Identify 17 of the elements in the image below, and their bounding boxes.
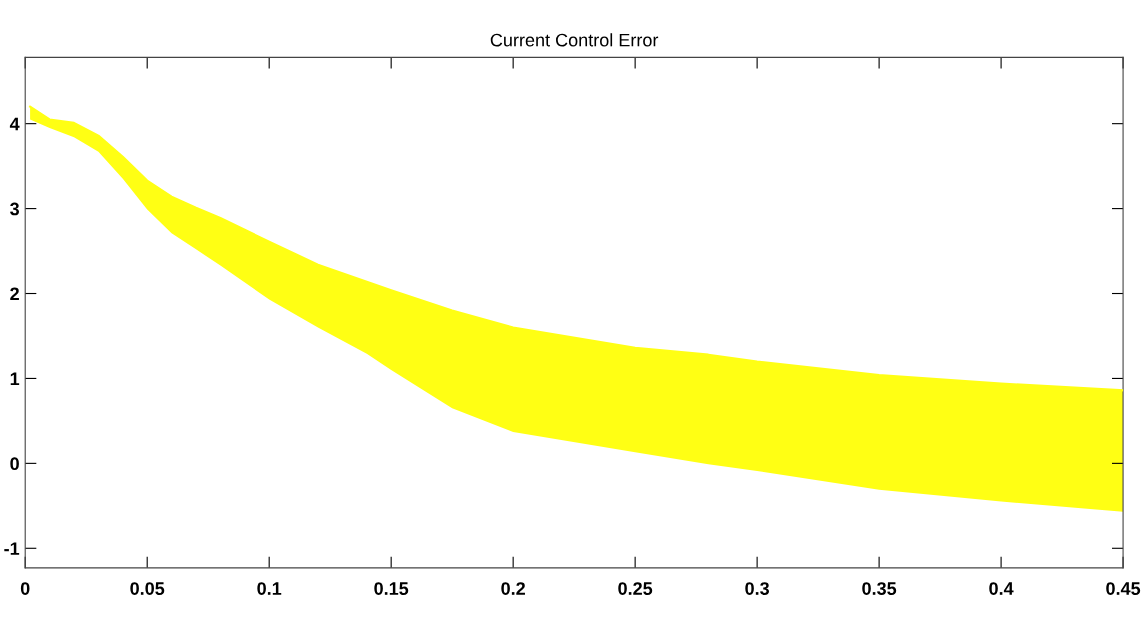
x-tick-label: 0.05 bbox=[130, 582, 165, 595]
x-tick-label: 0.45 bbox=[1106, 582, 1141, 595]
x-tick-label: 0.4 bbox=[989, 582, 1014, 595]
y-tick-label: 1 bbox=[10, 372, 20, 385]
x-tick-label: 0.35 bbox=[862, 582, 897, 595]
y-tick-label: 4 bbox=[9, 117, 20, 131]
x-tick-label: 0.2 bbox=[501, 582, 525, 595]
x-tick-label: 0.1 bbox=[257, 582, 282, 595]
x-tick-label: 0.25 bbox=[618, 582, 653, 595]
y-tick-label: 0 bbox=[10, 457, 19, 471]
x-tick-label: 0.3 bbox=[745, 582, 770, 595]
x-tick-label: 0 bbox=[20, 582, 30, 595]
y-tick-label: 2 bbox=[10, 287, 19, 301]
y-tick-label: 3 bbox=[10, 202, 19, 216]
x-tick-label: 0.15 bbox=[374, 582, 409, 595]
chart-title: Current Control Error bbox=[490, 33, 659, 47]
y-tick-label: -1 bbox=[4, 542, 20, 555]
